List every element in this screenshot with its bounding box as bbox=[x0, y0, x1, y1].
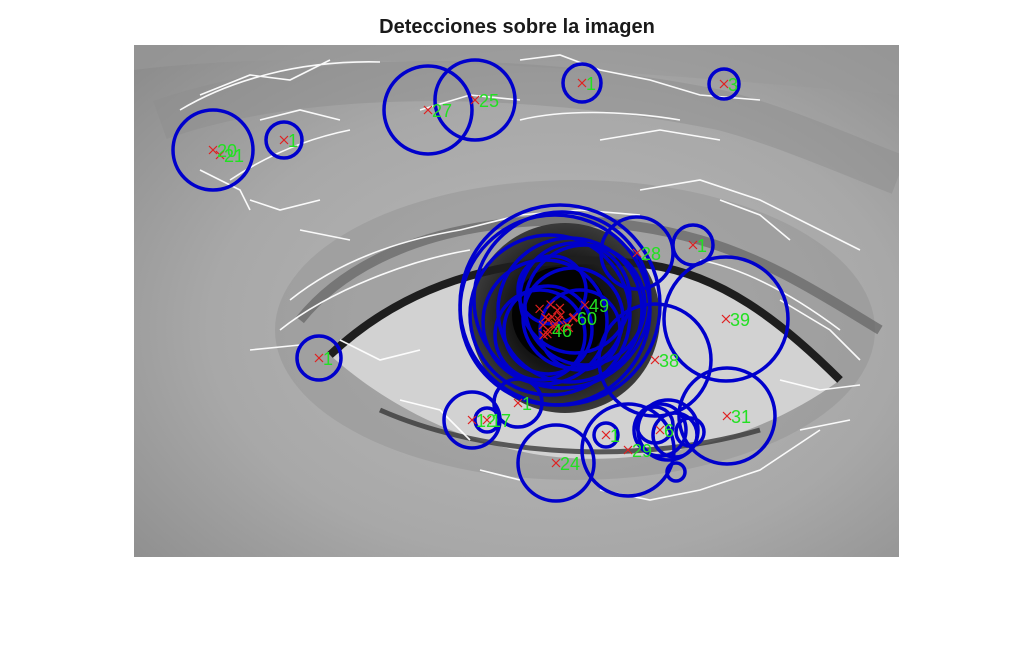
detection-marker bbox=[513, 398, 523, 408]
detection-marker bbox=[556, 311, 565, 321]
pupil-detection-circle bbox=[468, 233, 632, 397]
detection-marker bbox=[546, 300, 556, 310]
detection-marker bbox=[208, 145, 218, 155]
detection-marker bbox=[721, 314, 731, 324]
detection-marker bbox=[543, 325, 553, 335]
detection-circle bbox=[171, 108, 255, 192]
pupil-detection-circle bbox=[496, 236, 644, 384]
detection-marker bbox=[550, 319, 560, 329]
detection-label: 60 bbox=[577, 309, 597, 329]
detection-marker bbox=[552, 305, 562, 315]
detection-marker bbox=[623, 445, 633, 455]
detection-label: 39 bbox=[730, 310, 750, 330]
detection-circle bbox=[707, 67, 741, 101]
detection-circle bbox=[561, 62, 603, 104]
detection-circle bbox=[516, 423, 596, 503]
detection-label: 3 bbox=[728, 75, 738, 95]
detection-label: 31 bbox=[731, 407, 751, 427]
pupil-detection-circle bbox=[472, 210, 652, 390]
detection-label: 49 bbox=[589, 296, 609, 316]
detection-marker bbox=[655, 425, 665, 435]
detection-marker bbox=[568, 313, 578, 323]
detection-marker bbox=[423, 105, 433, 115]
detection-marker bbox=[279, 135, 289, 145]
detection-marker bbox=[551, 458, 561, 468]
detection-circle bbox=[382, 64, 474, 156]
detection-label: 21 bbox=[224, 146, 244, 166]
detection-label: 1 bbox=[522, 394, 532, 414]
detection-marker bbox=[722, 411, 732, 421]
detection-label: 1 bbox=[288, 131, 298, 151]
detection-circle bbox=[492, 377, 544, 429]
detection-circle bbox=[662, 255, 790, 383]
detection-label: 28 bbox=[641, 244, 661, 264]
detection-marker bbox=[470, 95, 480, 105]
detection-marker bbox=[543, 314, 553, 324]
detection-label: 46 bbox=[552, 321, 572, 341]
detection-marker bbox=[719, 79, 729, 89]
detection-label: 20 bbox=[217, 141, 237, 161]
detection-marker bbox=[601, 430, 611, 440]
detection-circle bbox=[677, 366, 777, 466]
detection-circle bbox=[264, 120, 304, 160]
lower-detection-circle bbox=[635, 405, 675, 445]
detection-label: 1 bbox=[323, 349, 333, 369]
detection-marker bbox=[650, 355, 660, 365]
detection-circle bbox=[592, 421, 620, 449]
detection-label: 27 bbox=[432, 101, 452, 121]
detection-marker bbox=[314, 353, 324, 363]
detection-circle bbox=[295, 334, 343, 382]
detection-label: 6 bbox=[664, 421, 674, 441]
detection-marker bbox=[482, 415, 492, 425]
detection-label: 24 bbox=[560, 454, 580, 474]
detection-circle bbox=[502, 284, 594, 376]
detection-label: 1 bbox=[610, 426, 620, 446]
detection-label: 17 bbox=[491, 411, 511, 431]
detection-label: 1 bbox=[586, 74, 596, 94]
detection-label: 29 bbox=[632, 441, 652, 461]
detection-marker bbox=[688, 240, 698, 250]
detection-circle bbox=[433, 58, 517, 142]
detection-marker bbox=[580, 300, 590, 310]
detection-label: 38 bbox=[659, 351, 679, 371]
detection-label: 25 bbox=[479, 91, 499, 111]
detection-label: 12 bbox=[476, 411, 496, 431]
detection-marker bbox=[632, 248, 642, 258]
figure-title: Detecciones sobre la imagen bbox=[379, 16, 655, 38]
pupil-detection-circle bbox=[493, 288, 587, 382]
detection-marker bbox=[215, 150, 225, 160]
detection-circle bbox=[632, 402, 688, 458]
detection-marker bbox=[467, 415, 477, 425]
detection-marker bbox=[549, 322, 559, 332]
detection-label: 1 bbox=[697, 236, 707, 256]
detection-marker bbox=[535, 304, 545, 314]
detection-marker bbox=[577, 78, 587, 88]
